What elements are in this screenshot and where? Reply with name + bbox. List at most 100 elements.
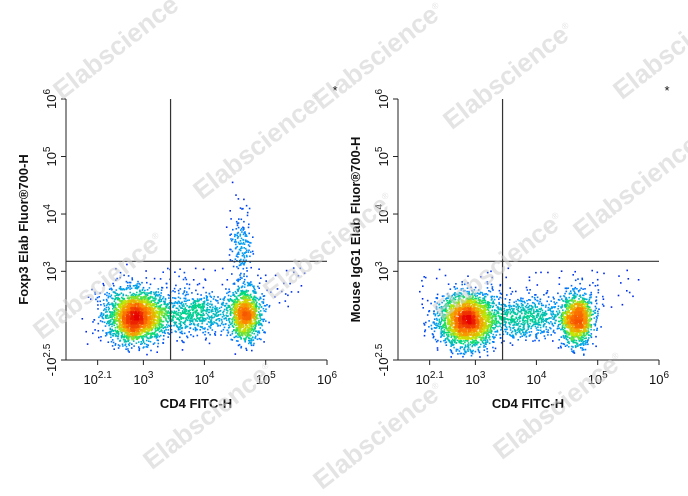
data-point bbox=[111, 298, 113, 300]
data-point bbox=[140, 325, 142, 327]
data-point bbox=[154, 316, 156, 318]
data-point bbox=[264, 331, 266, 333]
data-point bbox=[199, 283, 201, 285]
data-point bbox=[242, 308, 244, 310]
data-point bbox=[235, 330, 237, 332]
data-point bbox=[226, 335, 228, 337]
data-point bbox=[233, 266, 235, 268]
data-point bbox=[553, 325, 555, 327]
data-point bbox=[507, 332, 509, 334]
data-point bbox=[506, 294, 508, 296]
data-point bbox=[202, 328, 204, 330]
data-point bbox=[512, 291, 514, 293]
data-point bbox=[298, 275, 300, 277]
data-point bbox=[209, 293, 211, 295]
data-point bbox=[246, 205, 248, 207]
data-point bbox=[556, 302, 558, 304]
data-point bbox=[569, 293, 571, 295]
data-point bbox=[251, 332, 253, 334]
data-point bbox=[112, 335, 114, 337]
data-point bbox=[546, 301, 548, 303]
data-point bbox=[245, 327, 247, 329]
data-point bbox=[146, 301, 148, 303]
data-point bbox=[229, 318, 231, 320]
data-point bbox=[509, 302, 511, 304]
data-point bbox=[257, 318, 259, 320]
data-point bbox=[240, 250, 242, 252]
data-point bbox=[122, 316, 124, 318]
data-point bbox=[228, 299, 230, 301]
data-point bbox=[200, 304, 202, 306]
data-point bbox=[113, 342, 115, 344]
data-point bbox=[155, 326, 157, 328]
data-point bbox=[207, 314, 209, 316]
data-point bbox=[249, 208, 251, 210]
data-point bbox=[238, 326, 240, 328]
data-point bbox=[127, 282, 129, 284]
data-point bbox=[149, 287, 151, 289]
data-point bbox=[140, 321, 142, 323]
data-point bbox=[158, 343, 160, 345]
data-point bbox=[534, 299, 536, 301]
data-point bbox=[129, 286, 131, 288]
data-point bbox=[115, 315, 117, 317]
data-point bbox=[138, 300, 140, 302]
data-point bbox=[263, 299, 265, 301]
data-point bbox=[421, 304, 423, 306]
data-point bbox=[139, 294, 141, 296]
data-point bbox=[248, 224, 250, 226]
data-point bbox=[245, 241, 247, 243]
data-point bbox=[204, 334, 206, 336]
data-point bbox=[114, 305, 116, 307]
data-point bbox=[189, 284, 191, 286]
data-point bbox=[140, 308, 142, 310]
data-point bbox=[161, 287, 163, 289]
data-point bbox=[113, 325, 115, 327]
data-point bbox=[120, 320, 122, 322]
data-point bbox=[167, 336, 169, 338]
data-point bbox=[222, 316, 224, 318]
data-point bbox=[217, 302, 219, 304]
data-point bbox=[251, 339, 253, 341]
data-point bbox=[500, 329, 502, 331]
data-point bbox=[106, 332, 108, 334]
data-point bbox=[236, 322, 238, 324]
data-point bbox=[132, 333, 134, 335]
data-point bbox=[165, 311, 167, 313]
data-point bbox=[155, 328, 157, 330]
data-point bbox=[205, 279, 207, 281]
data-point bbox=[135, 316, 137, 318]
data-point bbox=[245, 334, 247, 336]
data-point bbox=[581, 278, 583, 280]
data-point bbox=[112, 345, 114, 347]
data-point bbox=[571, 350, 573, 352]
data-point bbox=[125, 300, 127, 302]
data-point bbox=[478, 289, 480, 291]
data-point bbox=[111, 341, 113, 343]
data-point bbox=[517, 339, 519, 341]
data-point bbox=[434, 301, 436, 303]
data-point bbox=[140, 298, 142, 300]
data-point bbox=[131, 308, 133, 310]
data-point bbox=[145, 313, 147, 315]
data-point bbox=[583, 344, 585, 346]
data-point bbox=[427, 314, 429, 316]
data-point bbox=[143, 296, 145, 298]
data-point bbox=[574, 288, 576, 290]
data-point bbox=[166, 283, 168, 285]
data-point bbox=[103, 310, 105, 312]
data-point bbox=[185, 303, 187, 305]
data-point bbox=[235, 234, 237, 236]
data-point bbox=[183, 303, 185, 305]
data-point bbox=[201, 320, 203, 322]
data-point bbox=[223, 299, 225, 301]
data-point bbox=[202, 317, 204, 319]
data-point bbox=[560, 296, 562, 298]
data-point bbox=[142, 304, 144, 306]
data-point bbox=[200, 309, 202, 311]
data-point bbox=[281, 291, 283, 293]
data-point bbox=[156, 304, 158, 306]
data-point bbox=[298, 291, 300, 293]
data-point bbox=[250, 299, 252, 301]
data-point bbox=[98, 337, 100, 339]
